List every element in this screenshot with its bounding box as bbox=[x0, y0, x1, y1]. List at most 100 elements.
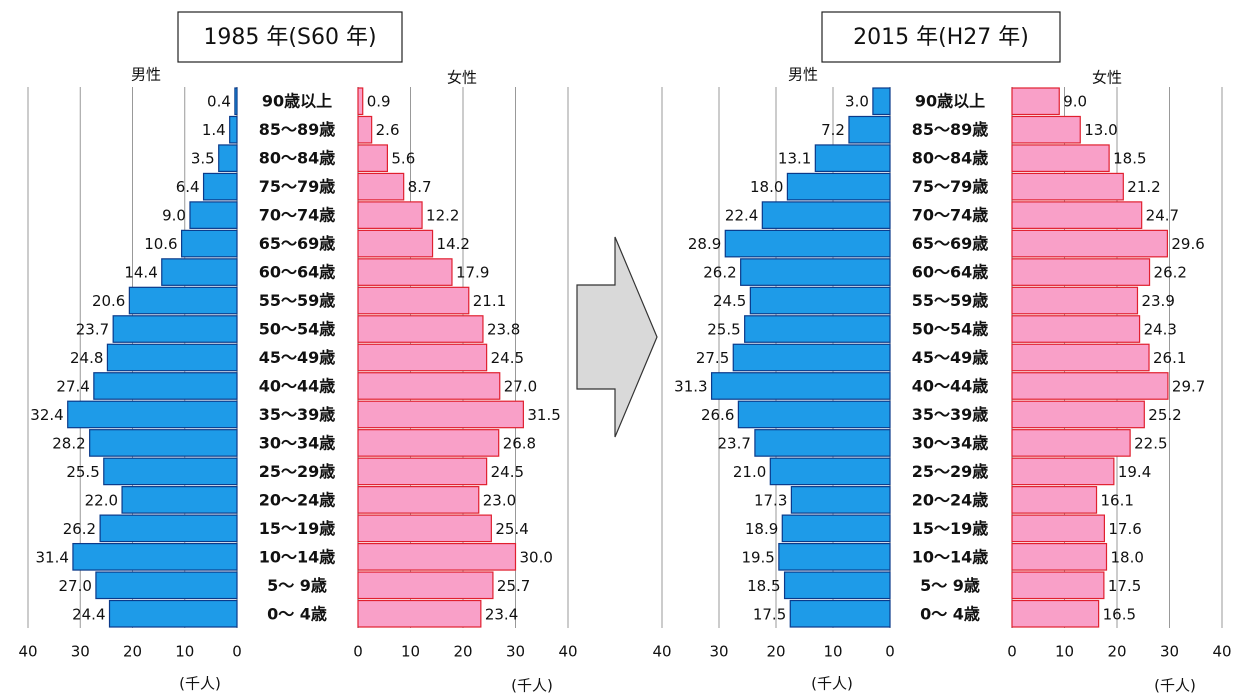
x-tick-label: 0 bbox=[885, 643, 895, 661]
value-label: 14.2 bbox=[437, 235, 470, 253]
bar bbox=[108, 599, 238, 628]
bar bbox=[783, 571, 891, 600]
category-label: 25〜29歳 bbox=[259, 462, 336, 481]
x-tick-label: 40 bbox=[18, 643, 37, 661]
value-label: 17.6 bbox=[1108, 520, 1141, 538]
bar bbox=[357, 457, 488, 486]
x-tick-label: 30 bbox=[71, 643, 90, 661]
bar bbox=[754, 429, 891, 457]
x-tick-label: 30 bbox=[1160, 643, 1179, 661]
value-label: 16.5 bbox=[1103, 605, 1136, 623]
category-label: 75〜79歳 bbox=[912, 177, 989, 196]
bar bbox=[234, 87, 238, 116]
bar bbox=[161, 258, 238, 286]
value-label: 25.5 bbox=[66, 463, 99, 481]
value-label: 31.4 bbox=[36, 548, 69, 566]
value-label: 28.9 bbox=[688, 235, 721, 253]
bar bbox=[737, 400, 891, 429]
value-label: 26.2 bbox=[1154, 264, 1187, 282]
value-label: 24.5 bbox=[713, 292, 746, 310]
bar bbox=[1011, 315, 1141, 343]
bar bbox=[112, 315, 238, 343]
value-label: 24.5 bbox=[491, 463, 524, 481]
value-label: 9.0 bbox=[162, 207, 186, 225]
bar bbox=[814, 144, 891, 173]
value-label: 3.5 bbox=[191, 150, 215, 168]
bar bbox=[357, 144, 388, 173]
arrow bbox=[576, 236, 658, 438]
bar bbox=[778, 542, 891, 571]
bar bbox=[189, 201, 238, 229]
category-label: 15〜19歳 bbox=[259, 519, 336, 538]
value-label: 26.6 bbox=[701, 406, 734, 424]
value-label: 25.7 bbox=[497, 577, 530, 595]
chart-title: 1985 年(S60 年) bbox=[203, 25, 376, 50]
category-label: 50〜54歳 bbox=[912, 320, 989, 339]
value-label: 27.5 bbox=[696, 349, 729, 367]
bar bbox=[1011, 144, 1110, 173]
category-label: 20〜24歳 bbox=[912, 490, 989, 509]
bar bbox=[357, 115, 373, 144]
x-tick-label: 40 bbox=[1212, 643, 1231, 661]
category-label: 40〜44歳 bbox=[912, 376, 989, 395]
bar bbox=[67, 400, 238, 429]
bar bbox=[357, 429, 500, 457]
category-label: 90歳以上 bbox=[915, 92, 985, 111]
bar bbox=[357, 201, 423, 229]
category-label: 55〜59歳 bbox=[259, 291, 336, 310]
legend-label: 女性 bbox=[447, 69, 477, 87]
category-label: 80〜84歳 bbox=[912, 149, 989, 168]
value-label: 12.2 bbox=[426, 207, 459, 225]
value-label: 27.4 bbox=[56, 377, 89, 395]
value-label: 18.0 bbox=[750, 178, 783, 196]
value-label: 25.4 bbox=[495, 520, 528, 538]
value-label: 9.0 bbox=[1063, 93, 1087, 111]
value-label: 22.4 bbox=[725, 207, 758, 225]
bar bbox=[1011, 429, 1131, 457]
value-label: 24.8 bbox=[70, 349, 103, 367]
value-label: 0.4 bbox=[207, 93, 231, 111]
value-label: 23.4 bbox=[485, 605, 518, 623]
bar bbox=[357, 286, 470, 315]
x-tick-label: 10 bbox=[823, 643, 842, 661]
bar bbox=[1011, 400, 1145, 429]
value-label: 23.9 bbox=[1141, 292, 1174, 310]
bar bbox=[229, 115, 238, 144]
x-tick-label: 20 bbox=[123, 643, 142, 661]
value-label: 17.5 bbox=[753, 605, 786, 623]
bar bbox=[1011, 201, 1143, 229]
value-label: 13.1 bbox=[778, 150, 811, 168]
value-label: 13.0 bbox=[1084, 121, 1117, 139]
bar bbox=[769, 457, 891, 486]
bar bbox=[1011, 542, 1108, 571]
x-tick-label: 20 bbox=[453, 643, 472, 661]
value-label: 0.9 bbox=[367, 93, 391, 111]
category-label: 55〜59歳 bbox=[912, 291, 989, 310]
value-label: 1.4 bbox=[202, 121, 226, 139]
category-label: 70〜74歳 bbox=[912, 206, 989, 225]
value-label: 29.6 bbox=[1171, 235, 1204, 253]
value-label: 24.3 bbox=[1144, 321, 1177, 339]
value-label: 18.5 bbox=[1113, 150, 1146, 168]
bar bbox=[106, 343, 238, 372]
value-label: 23.7 bbox=[718, 434, 751, 452]
value-label: 25.5 bbox=[707, 321, 740, 339]
x-tick-label: 30 bbox=[506, 643, 525, 661]
value-label: 23.7 bbox=[76, 321, 109, 339]
x-tick-label: 30 bbox=[709, 643, 728, 661]
value-label: 17.9 bbox=[456, 264, 489, 282]
bar bbox=[761, 201, 891, 229]
category-label: 0〜 4歳 bbox=[267, 604, 327, 623]
bar bbox=[218, 144, 238, 173]
value-label: 23.0 bbox=[483, 491, 516, 509]
bar bbox=[1011, 87, 1060, 116]
value-label: 3.0 bbox=[845, 93, 869, 111]
x-tick-label: 10 bbox=[175, 643, 194, 661]
x-tick-label: 40 bbox=[652, 643, 671, 661]
category-label: 85〜89歳 bbox=[259, 120, 336, 139]
bar bbox=[848, 115, 891, 144]
bar bbox=[786, 172, 891, 201]
x-tick-label: 20 bbox=[766, 643, 785, 661]
bar bbox=[732, 343, 891, 372]
